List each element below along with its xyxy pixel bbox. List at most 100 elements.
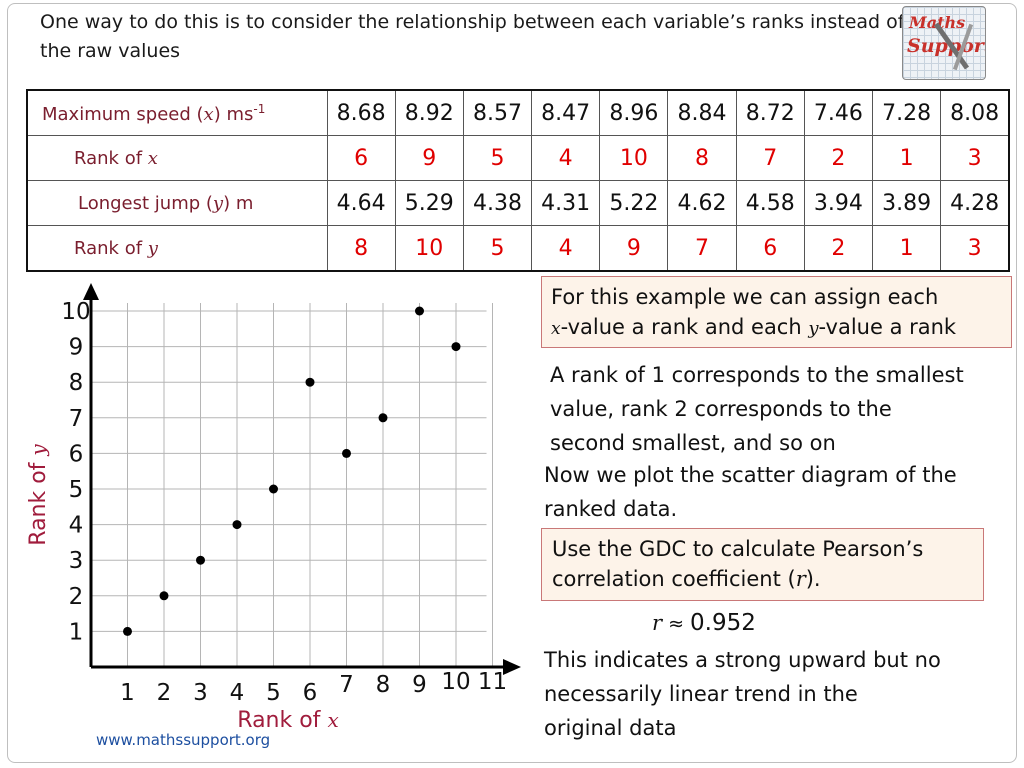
- rank-y-cell: 4: [531, 225, 601, 272]
- x-axis-label: Rank of x: [237, 708, 338, 733]
- rank-x-cell: 3: [940, 135, 1010, 181]
- rank-y-cell: 9: [599, 225, 669, 272]
- x-tick-label: 2: [157, 680, 172, 706]
- speed-cell: 7.46: [803, 89, 874, 136]
- jump-cell: 5.22: [599, 180, 669, 226]
- intro-line-2: the raw values: [40, 40, 181, 62]
- x-tick-label: 11: [478, 669, 507, 695]
- x-tick-label: 10: [441, 669, 470, 695]
- y-tick-label: 1: [69, 619, 84, 645]
- jump-cell: 4.28: [940, 180, 1010, 226]
- scatter-explanation-line-1: Now we plot the scatter diagram of the: [544, 463, 957, 487]
- rank-y-cell: 2: [803, 225, 874, 272]
- gdc-callout-text: Use the GDC to calculate Pearson’s corre…: [552, 534, 923, 594]
- x-axis-label-text: Rank of: [237, 708, 327, 733]
- y-tick-label: 5: [69, 477, 84, 503]
- x-axis-arrow: [503, 659, 521, 675]
- conclusion-line-2: necessarily linear trend in the: [544, 682, 858, 706]
- speed-cell: 8.47: [531, 89, 601, 136]
- website-link[interactable]: www.mathssupport.org: [96, 731, 271, 749]
- data-point: [232, 520, 242, 530]
- rank-y-cell: 10: [394, 225, 464, 272]
- speed-cell: 8.96: [599, 89, 669, 136]
- x-tick-label: 6: [303, 680, 318, 706]
- y-tick-label: 4: [69, 513, 84, 539]
- y-tick-label: 2: [69, 584, 84, 610]
- data-points: [123, 306, 461, 636]
- y-axis-arrow: [83, 283, 99, 300]
- rank-x-cell: 4: [531, 135, 601, 181]
- scatter-explanation: Now we plot the scatter diagram of the r…: [544, 458, 957, 526]
- data-table: Maximum speed (x) ms-1 8.68 8.92 8.57 8.…: [26, 89, 1010, 272]
- gdc-line-1: Use the GDC to calculate Pearson’s: [552, 537, 924, 561]
- jump-cell: 5.29: [394, 180, 464, 226]
- assign-rank-callout-text: For this example we can assign each x-va…: [551, 282, 956, 344]
- y-tick-labels: 1 2 3 4 5 6 7 8 9 10: [61, 299, 90, 645]
- data-point: [342, 448, 351, 458]
- conclusion-line-1: This indicates a strong upward but no: [544, 648, 941, 672]
- x-tick-label: 7: [339, 672, 354, 698]
- rank-x-row: Rank of x 6 9 5 4 10 8 7 2 1 3: [26, 135, 1010, 181]
- gdc-line-2: correlation coefficient (r).: [552, 567, 821, 591]
- rank-explanation: A rank of 1 corresponds to the smallest …: [550, 358, 964, 460]
- data-point: [196, 555, 205, 565]
- rank-x-cell: 7: [735, 135, 805, 181]
- x-axis-label-var: x: [327, 708, 338, 732]
- data-point: [451, 342, 461, 352]
- data-point: [123, 626, 132, 636]
- callout-line-2: x-value a rank and each y-value a rank: [551, 315, 957, 339]
- conclusion-line-3: original data: [544, 716, 677, 740]
- rank-explanation-line-2: value, rank 2 corresponds to the: [550, 397, 892, 421]
- plot-axes: [83, 283, 521, 675]
- rank-x-cell: 10: [599, 135, 669, 181]
- rank-y-cell: 6: [735, 225, 805, 272]
- y-tick-label: 6: [69, 441, 84, 467]
- x-tick-label: 9: [412, 672, 427, 698]
- speed-cell: 8.72: [735, 89, 805, 136]
- speed-cell: 7.28: [871, 89, 942, 136]
- rank-y-cell: 5: [462, 225, 533, 272]
- speed-cell: 8.84: [667, 89, 737, 136]
- data-point: [269, 484, 278, 494]
- rank-x-cell: 8: [667, 135, 737, 181]
- slide-frame: [7, 3, 1017, 763]
- rank-y-cell: 3: [940, 225, 1010, 272]
- jump-row-label: Longest jump (y) m: [26, 180, 328, 226]
- rank-x-cell: 1: [871, 135, 942, 181]
- data-point: [415, 306, 424, 316]
- y-tick-label: 10: [61, 299, 90, 325]
- jump-cell: 4.38: [462, 180, 533, 226]
- y-tick-label: 9: [69, 335, 84, 361]
- speed-cell: 8.68: [326, 89, 396, 136]
- y-tick-label: 8: [69, 370, 84, 396]
- x-tick-label: 8: [376, 672, 391, 698]
- speed-cell: 8.57: [462, 89, 533, 136]
- y-tick-label: 7: [69, 406, 84, 432]
- x-tick-label: 5: [266, 680, 281, 706]
- plot-grid: [91, 303, 493, 667]
- rank-x-cell: 2: [803, 135, 874, 181]
- rank-y-row: Rank of y 8 10 5 4 9 7 6 2 1 3: [26, 225, 1010, 272]
- y-axis-label-text: Rank of: [26, 456, 51, 546]
- y-axis-label: Rank of y: [26, 444, 51, 546]
- data-point: [305, 377, 315, 387]
- jump-cell: 4.31: [531, 180, 601, 226]
- jump-row: Longest jump (y) m 4.64 5.29 4.38 4.31 5…: [26, 180, 1010, 226]
- callout-line-1: For this example we can assign each: [551, 285, 939, 309]
- rank-y-row-label: Rank of y: [26, 225, 328, 272]
- intro-text: One way to do this is to consider the re…: [40, 8, 940, 66]
- data-point: [378, 413, 388, 423]
- x-tick-label: 4: [230, 680, 245, 706]
- x-tick-label: 1: [120, 680, 135, 706]
- jump-cell: 3.89: [871, 180, 942, 226]
- gdc-callout: [541, 528, 984, 601]
- jump-cell: 4.58: [735, 180, 805, 226]
- rank-explanation-line-3: second smallest, and so on: [550, 431, 836, 455]
- rank-explanation-line-1: A rank of 1 corresponds to the smallest: [550, 363, 964, 387]
- y-tick-label: 3: [69, 548, 84, 574]
- speed-cell: 8.08: [940, 89, 1010, 136]
- jump-cell: 3.94: [803, 180, 874, 226]
- x-tick-label: 3: [193, 680, 208, 706]
- jump-cell: 4.62: [667, 180, 737, 226]
- intro-line-1: One way to do this is to consider the re…: [40, 11, 905, 33]
